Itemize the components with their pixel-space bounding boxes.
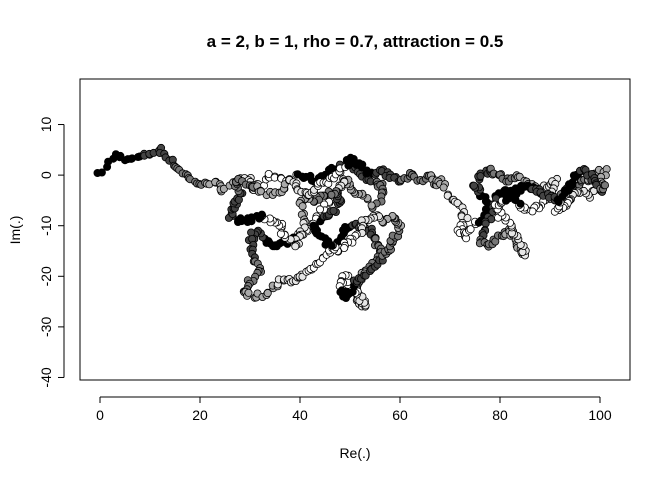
chart-title: a = 2, b = 1, rho = 0.7, attraction = 0.…	[207, 32, 504, 51]
data-point	[256, 187, 265, 196]
data-point	[127, 154, 136, 163]
data-point	[469, 181, 478, 190]
x-tick-label: 80	[492, 407, 508, 423]
y-axis-label: Im(.)	[7, 216, 23, 245]
data-point	[601, 181, 610, 190]
data-point	[247, 228, 256, 237]
y-tick-label: -10	[38, 215, 54, 235]
data-point	[234, 195, 243, 204]
data-point	[439, 183, 448, 192]
data-point	[234, 216, 243, 225]
y-tick-label: -30	[38, 317, 54, 337]
data-point	[476, 172, 485, 181]
data-point	[315, 205, 324, 214]
x-tick-label: 100	[588, 407, 612, 423]
x-tick-label: 40	[292, 407, 308, 423]
x-axis: 0 20 40 60 80 100	[96, 396, 612, 423]
x-tick-label: 0	[96, 407, 104, 423]
data-points	[93, 143, 611, 311]
data-point	[310, 222, 319, 231]
data-point	[291, 242, 300, 251]
x-tick-label: 20	[192, 407, 208, 423]
data-point	[327, 190, 336, 199]
data-point	[463, 214, 472, 223]
y-tick-label: 0	[38, 171, 54, 179]
data-point	[298, 202, 307, 211]
data-point	[340, 243, 349, 252]
data-point	[329, 206, 338, 215]
plot-frame	[79, 78, 631, 381]
y-tick-label: -40	[38, 367, 54, 387]
data-point	[367, 201, 376, 210]
data-point	[263, 289, 272, 298]
data-point	[453, 199, 462, 208]
data-point	[466, 225, 475, 234]
y-axis: -40 -30 -20 -10 0 10	[38, 117, 65, 388]
y-tick-label: 10	[38, 117, 54, 133]
x-axis-label: Re(.)	[339, 445, 370, 461]
y-tick-label: -20	[38, 266, 54, 286]
data-point	[97, 168, 106, 177]
data-point	[244, 288, 253, 297]
x-tick-label: 60	[392, 407, 408, 423]
